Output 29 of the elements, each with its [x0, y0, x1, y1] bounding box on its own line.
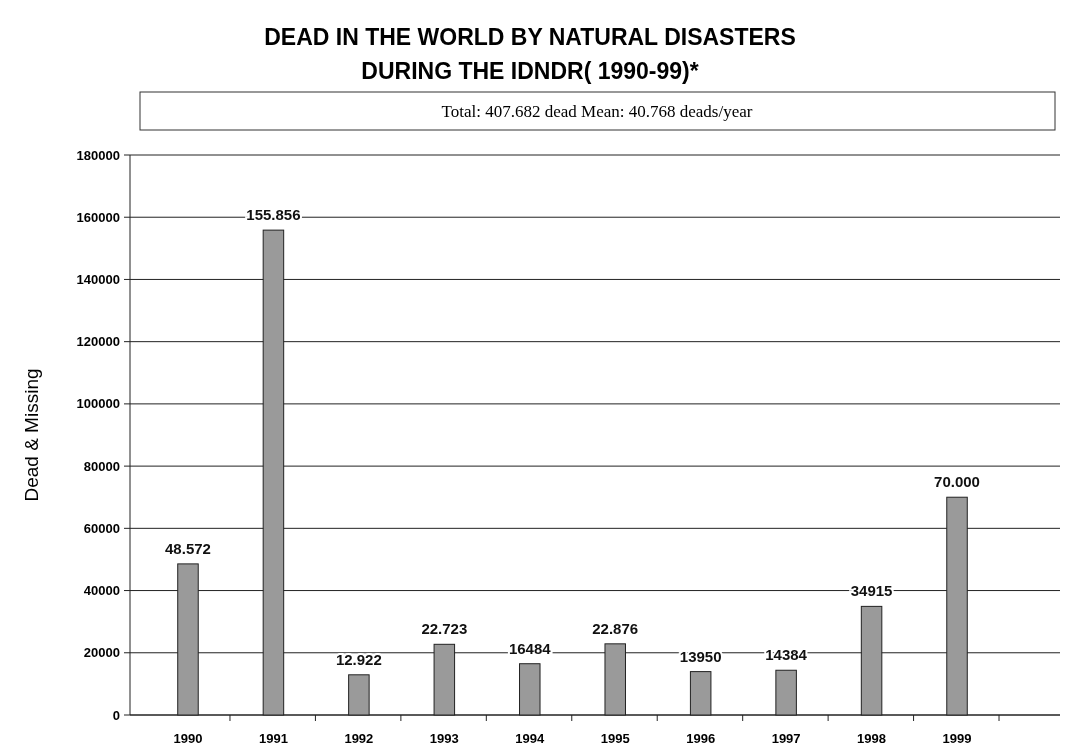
data-label: 22.876 — [592, 619, 639, 637]
x-tick-label: 1991 — [258, 731, 288, 746]
data-label: 70.000 — [934, 473, 980, 491]
x-tick-label: 1996 — [686, 731, 716, 746]
x-tick-label: 1990 — [173, 731, 203, 746]
y-tick-label: 160000 — [76, 209, 120, 225]
data-label: 13950 — [679, 647, 722, 665]
x-tick-label: 1995 — [600, 731, 630, 746]
y-tick-label: 140000 — [76, 271, 120, 287]
chart-title: DEAD IN THE WORLD BY NATURAL DISASTERS DURING THE IDNDR( 1990-99)* — [264, 24, 796, 84]
x-tick-label: 1997 — [771, 731, 801, 746]
text: Total: 407.682 dead Mean: 40.768 deads/year — [441, 102, 753, 121]
x-tick-label: 1992 — [344, 731, 374, 746]
y-tick-label: 180000 — [76, 147, 120, 163]
x-tick-label: 1998 — [857, 731, 887, 746]
data-label: 48.572 — [165, 539, 211, 557]
y-tick-label: 40000 — [83, 583, 120, 599]
x-tick-label: 1999 — [942, 731, 972, 746]
y-axis-title: Dead & Missing — [21, 368, 42, 502]
y-tick-label: 120000 — [76, 334, 120, 350]
data-label: 12.922 — [335, 650, 382, 668]
y-tick-label: 20000 — [83, 645, 120, 661]
y-tick-label: 0 — [112, 707, 120, 723]
y-tick-label: 80000 — [83, 458, 120, 474]
x-tick-label: 1994 — [515, 731, 545, 746]
y-tick-label: 100000 — [76, 396, 120, 412]
y-tick-label: 60000 — [83, 520, 120, 536]
x-tick-label: 1993 — [429, 731, 459, 746]
data-label: 22.723 — [421, 620, 468, 638]
